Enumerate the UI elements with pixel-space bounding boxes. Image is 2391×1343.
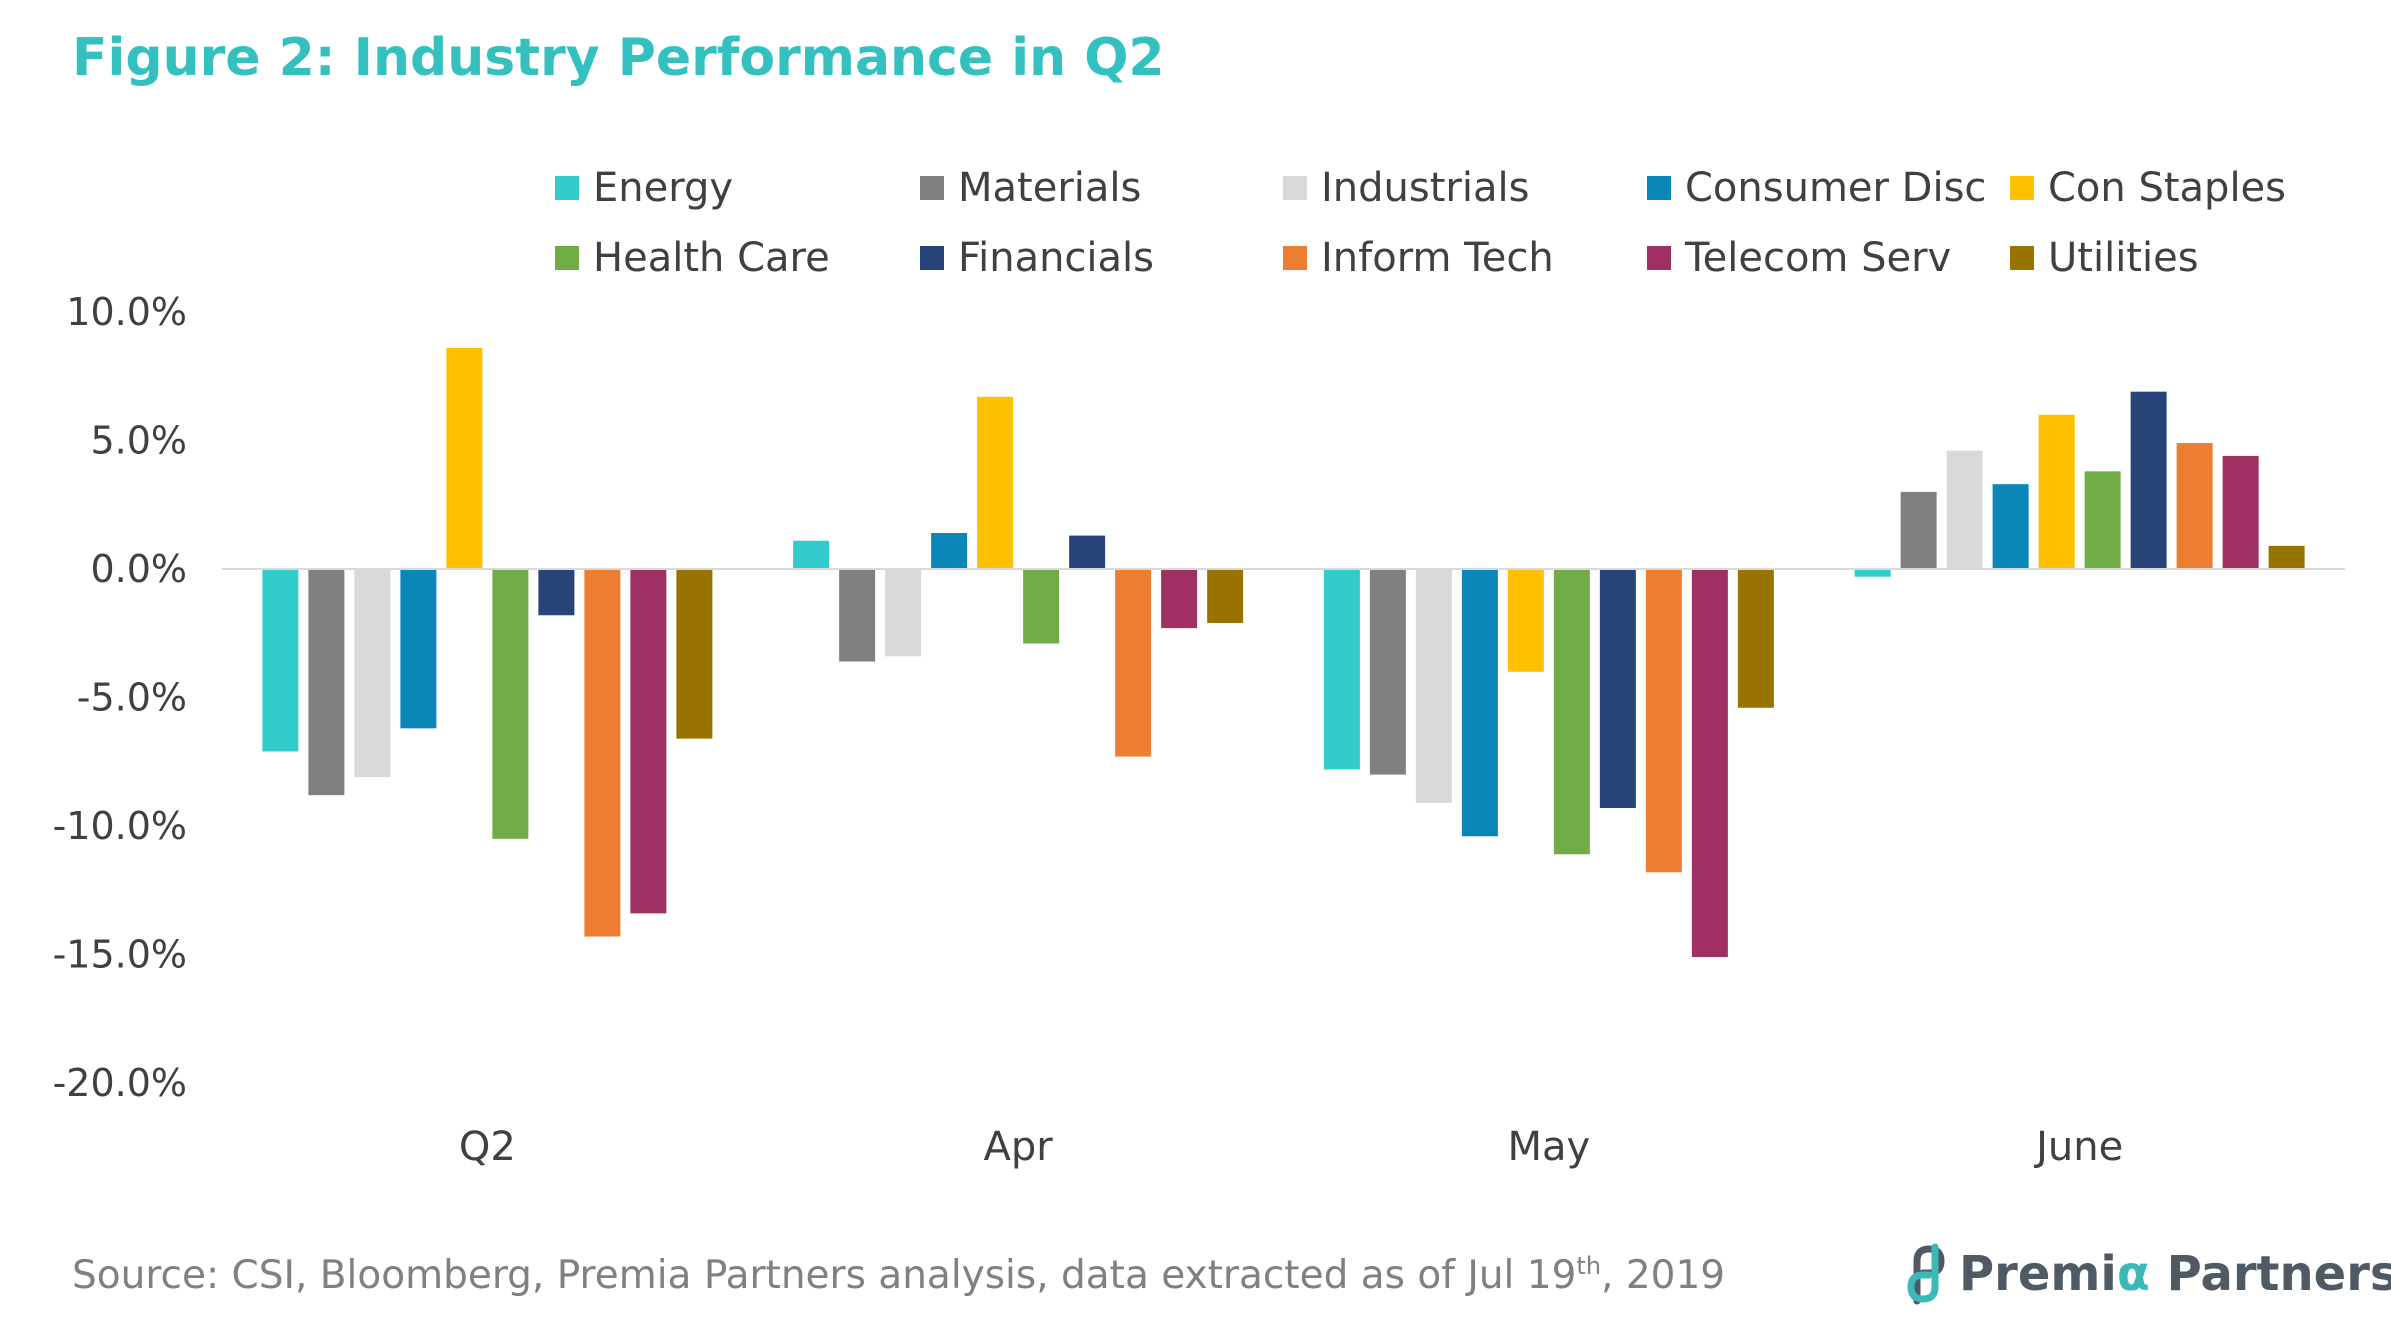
- bar-health-care-may: [1553, 569, 1590, 855]
- bar-consumer-disc-apr: [931, 533, 968, 569]
- bar-telecom-serv-apr: [1161, 569, 1198, 629]
- source-note: Source: CSI, Bloomberg, Premia Partners …: [72, 1252, 1725, 1298]
- legend-label: Utilities: [2048, 235, 2199, 281]
- x-category-label: Q2: [459, 1124, 516, 1170]
- source-superscript: th: [1576, 1252, 1602, 1280]
- legend-label: Telecom Serv: [1685, 235, 1952, 281]
- legend-item-consumer-disc: Consumer Disc: [1647, 165, 1986, 211]
- legend-label: Energy: [593, 165, 734, 211]
- bar-inform-tech-apr: [1115, 569, 1152, 757]
- x-category-label: June: [2033, 1124, 2123, 1170]
- logo-word-partners: Partners: [2149, 1246, 2391, 1302]
- bar-health-care-june: [2084, 471, 2121, 569]
- legend-label: Inform Tech: [1321, 235, 1554, 281]
- bar-con-staples-q2: [446, 347, 483, 569]
- bar-health-care-apr: [1023, 569, 1060, 644]
- bar-inform-tech-june: [2176, 443, 2213, 569]
- bar-financials-may: [1599, 569, 1636, 809]
- legend-item-materials: Materials: [920, 165, 1141, 211]
- legend-label: Consumer Disc: [1685, 165, 1987, 211]
- y-tick-label: -20.0%: [53, 1061, 187, 1105]
- bar-energy-q2: [262, 569, 299, 752]
- x-category-label: Apr: [984, 1124, 1054, 1170]
- bar-materials-june: [1900, 491, 1937, 569]
- legend-item-utilities: Utilities: [2010, 235, 2199, 281]
- bar-consumer-disc-q2: [400, 569, 437, 729]
- y-tick-label: -15.0%: [53, 933, 187, 977]
- legend-item-telecom-serv: Telecom Serv: [1647, 235, 1951, 281]
- logo-word-premi: Premi: [1959, 1246, 2117, 1302]
- bar-industrials-june: [1946, 450, 1983, 569]
- legend-item-health-care: Health Care: [555, 235, 830, 281]
- bar-inform-tech-may: [1645, 569, 1682, 873]
- y-tick-label: 5.0%: [90, 419, 187, 463]
- bar-consumer-disc-june: [1992, 484, 2029, 569]
- logo-text: Premiα Partners: [1959, 1246, 2391, 1302]
- bar-materials-q2: [308, 569, 345, 796]
- legend-swatch: [555, 246, 579, 270]
- legend-swatch: [1283, 246, 1307, 270]
- bar-industrials-apr: [885, 569, 922, 657]
- bar-consumer-disc-may: [1461, 569, 1498, 837]
- legend-swatch: [920, 246, 944, 270]
- legend-item-con-staples: Con Staples: [2010, 165, 2286, 211]
- x-category-label: May: [1508, 1124, 1591, 1170]
- bar-energy-may: [1323, 569, 1360, 770]
- logo-alpha: α: [2116, 1246, 2150, 1302]
- legend-item-financials: Financials: [920, 235, 1154, 281]
- bar-materials-apr: [839, 569, 876, 662]
- bar-utilities-may: [1737, 569, 1774, 708]
- legend-swatch: [555, 176, 579, 200]
- chart-title: Figure 2: Industry Performance in Q2: [72, 28, 1165, 88]
- legend-label: Financials: [958, 235, 1154, 281]
- legend-label: Industrials: [1321, 165, 1530, 211]
- premia-logo-icon: [1907, 1243, 1945, 1305]
- legend-item-industrials: Industrials: [1283, 165, 1529, 211]
- legend-swatch: [1647, 176, 1671, 200]
- bar-telecom-serv-june: [2222, 455, 2259, 569]
- bar-telecom-serv-q2: [630, 569, 667, 914]
- legend-swatch: [2010, 246, 2034, 270]
- bar-industrials-q2: [354, 569, 391, 778]
- source-date: , 2019: [1601, 1253, 1726, 1298]
- bar-materials-may: [1369, 569, 1406, 775]
- bar-health-care-q2: [492, 569, 529, 839]
- premia-partners-logo: Premiα Partners: [1905, 1243, 2391, 1305]
- bar-utilities-q2: [676, 569, 713, 739]
- y-tick-label: -5.0%: [77, 676, 187, 720]
- bar-con-staples-may: [1507, 569, 1544, 672]
- bar-financials-q2: [538, 569, 575, 616]
- legend-item-inform-tech: Inform Tech: [1283, 235, 1554, 281]
- bar-utilities-apr: [1207, 569, 1244, 623]
- bar-energy-apr: [793, 540, 830, 569]
- legend-swatch: [1647, 246, 1671, 270]
- bar-industrials-may: [1415, 569, 1452, 803]
- y-tick-label: 10.0%: [66, 290, 187, 334]
- bar-con-staples-june: [2038, 414, 2075, 569]
- bar-con-staples-apr: [977, 396, 1014, 569]
- y-tick-label: 0.0%: [90, 547, 187, 591]
- bar-energy-june: [1854, 569, 1891, 577]
- bar-utilities-june: [2268, 545, 2305, 569]
- bar-inform-tech-q2: [584, 569, 621, 937]
- legend-swatch: [1283, 176, 1307, 200]
- legend-label: Health Care: [593, 235, 830, 281]
- y-tick-label: -10.0%: [53, 804, 187, 848]
- bar-financials-apr: [1069, 535, 1106, 569]
- legend-label: Con Staples: [2048, 165, 2287, 211]
- legend-swatch: [2010, 176, 2034, 200]
- bar-financials-june: [2130, 391, 2167, 569]
- legend-label: Materials: [958, 165, 1142, 211]
- legend-item-energy: Energy: [555, 165, 733, 211]
- legend-swatch: [920, 176, 944, 200]
- source-text: Source: CSI, Bloomberg, Premia Partners …: [72, 1253, 1577, 1298]
- bar-telecom-serv-may: [1691, 569, 1728, 958]
